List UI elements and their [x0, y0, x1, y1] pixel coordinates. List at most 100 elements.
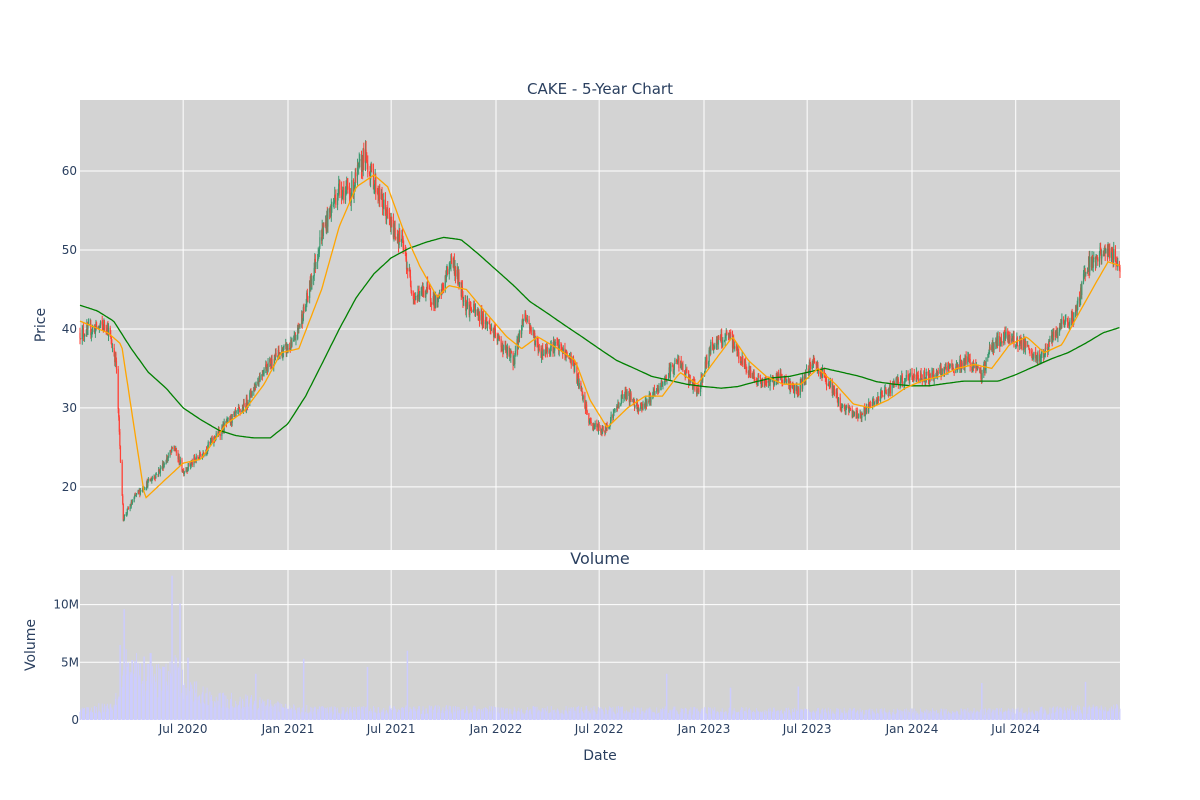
candle-body — [823, 369, 825, 374]
candle-body — [1027, 344, 1029, 347]
candle-body — [689, 379, 691, 383]
candle-body — [239, 409, 241, 412]
volume-y-tick-label: 0 — [71, 713, 79, 727]
candle-body — [642, 403, 644, 410]
volume-bar — [1007, 708, 1009, 720]
candle-body — [466, 301, 469, 307]
candle-body — [367, 163, 369, 172]
volume-bar — [713, 710, 715, 720]
volume-bar — [269, 706, 271, 720]
volume-bar — [211, 694, 213, 720]
volume-bar — [889, 714, 891, 720]
volume-bar — [1017, 707, 1019, 720]
volume-bar — [641, 711, 643, 720]
candle-body — [167, 458, 169, 460]
candle-body — [441, 284, 444, 288]
volume-bar — [717, 712, 719, 720]
volume-bar — [374, 712, 376, 720]
candle-body — [905, 374, 907, 379]
volume-bar — [159, 668, 161, 720]
volume-bar — [952, 713, 954, 720]
volume-bar — [600, 707, 602, 720]
volume-bar — [494, 707, 496, 720]
volume-bar — [301, 707, 303, 720]
volume-bar — [174, 655, 176, 720]
volume-bar — [110, 703, 112, 720]
candle-body — [674, 359, 676, 364]
volume-bar — [404, 707, 406, 720]
volume-bar — [407, 650, 409, 720]
volume-bar — [387, 713, 389, 720]
candle-body — [502, 344, 504, 352]
volume-bar — [279, 712, 280, 720]
candle-body — [997, 336, 999, 346]
candle-body — [277, 355, 279, 357]
volume-bar — [510, 714, 512, 720]
volume-bar — [384, 714, 386, 720]
volume-bar — [406, 711, 407, 720]
candle-body — [653, 389, 656, 393]
candle-body — [537, 342, 539, 343]
candle-body — [318, 246, 320, 255]
volume-bar — [434, 706, 436, 720]
volume-bar — [660, 709, 662, 720]
volume-bar — [417, 711, 419, 720]
volume-bar — [326, 707, 328, 720]
candle-body — [775, 373, 777, 385]
volume-bar — [969, 714, 971, 720]
volume-bar — [430, 712, 432, 720]
volume-bar — [546, 712, 548, 720]
volume-bar — [1056, 711, 1058, 720]
candle-body — [518, 331, 520, 342]
candle-body — [237, 408, 240, 411]
volume-bar — [861, 709, 863, 720]
volume-bar — [740, 712, 742, 720]
candle-body — [805, 369, 807, 380]
volume-bar — [102, 712, 104, 720]
volume-bar — [303, 658, 305, 720]
volume-bar — [566, 713, 568, 720]
candle-body — [263, 368, 265, 374]
volume-bar — [306, 705, 308, 720]
volume-bar — [146, 663, 148, 720]
volume-bar — [665, 710, 667, 720]
price-gridlines — [80, 100, 1120, 550]
volume-bar — [1112, 713, 1114, 720]
volume-bar — [343, 707, 345, 720]
volume-bar — [451, 713, 453, 720]
candle-body — [612, 413, 614, 418]
volume-bar — [459, 709, 460, 720]
volume-panel-title: Volume — [570, 549, 630, 568]
volume-bar — [536, 706, 538, 720]
volume-bar — [183, 699, 185, 720]
volume-bar — [290, 709, 292, 720]
volume-bar — [824, 708, 826, 720]
candle-body — [79, 332, 81, 339]
volume-bar — [610, 707, 611, 720]
candle-body — [151, 478, 153, 480]
volume-bar — [346, 712, 348, 720]
volume-bar — [1059, 710, 1061, 720]
candle-body — [1118, 264, 1121, 268]
volume-bar — [941, 708, 943, 720]
candle-body — [710, 341, 712, 351]
volume-bar — [415, 711, 417, 720]
volume-bar — [175, 670, 177, 720]
volume-bar — [1063, 706, 1065, 720]
volume-bar — [653, 712, 655, 720]
candle-body — [442, 288, 445, 290]
candle-body — [121, 461, 123, 496]
candle-body — [526, 319, 528, 321]
volume-bar — [605, 714, 607, 720]
volume-bar — [1001, 713, 1003, 720]
volume-bar — [294, 709, 296, 720]
volume-bar — [589, 713, 590, 720]
volume-bar — [795, 709, 797, 720]
volume-bar — [342, 710, 344, 720]
volume-bar — [219, 705, 221, 720]
candle-body — [1053, 331, 1055, 338]
volume-bar — [90, 710, 92, 720]
volume-bar — [736, 712, 737, 720]
volume-bar — [1077, 704, 1079, 720]
